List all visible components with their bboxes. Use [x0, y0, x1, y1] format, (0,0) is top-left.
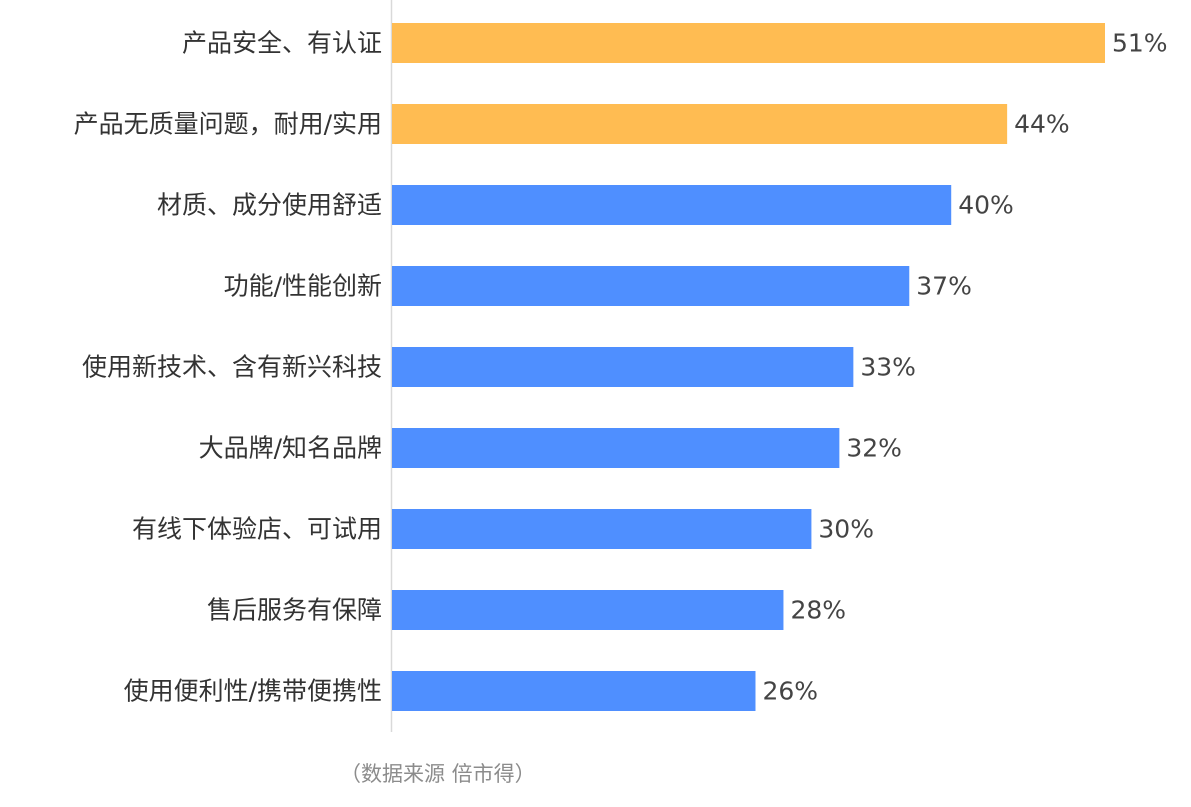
value-label: 28%	[790, 596, 846, 625]
bar	[392, 347, 854, 387]
bar	[392, 104, 1008, 144]
value-label: 26%	[762, 677, 818, 706]
category-label: 产品无质量问题，耐用/实用	[74, 110, 382, 139]
category-label: 使用新技术、含有新兴科技	[82, 353, 382, 382]
category-label: 功能/性能创新	[224, 272, 382, 301]
value-label: 44%	[1014, 110, 1070, 139]
category-label: 大品牌/知名品牌	[199, 434, 382, 463]
bar	[392, 266, 910, 306]
source-note: （数据来源 倍市得）	[340, 762, 536, 786]
category-label: 使用便利性/携带便携性	[124, 677, 382, 706]
value-label: 33%	[860, 353, 916, 382]
value-label: 37%	[916, 272, 972, 301]
bar	[392, 23, 1105, 63]
bar	[392, 671, 756, 711]
value-label: 40%	[958, 191, 1014, 220]
category-label: 有线下体验店、可试用	[132, 515, 382, 544]
bar	[392, 509, 812, 549]
bar	[392, 185, 952, 225]
category-label: 材质、成分使用舒适	[157, 191, 382, 220]
category-label: 售后服务有保障	[207, 596, 382, 625]
bar	[392, 590, 784, 630]
bar	[392, 428, 840, 468]
category-label: 产品安全、有认证	[182, 29, 382, 58]
value-label: 51%	[1112, 29, 1168, 58]
value-label: 30%	[818, 515, 874, 544]
value-label: 32%	[846, 434, 902, 463]
